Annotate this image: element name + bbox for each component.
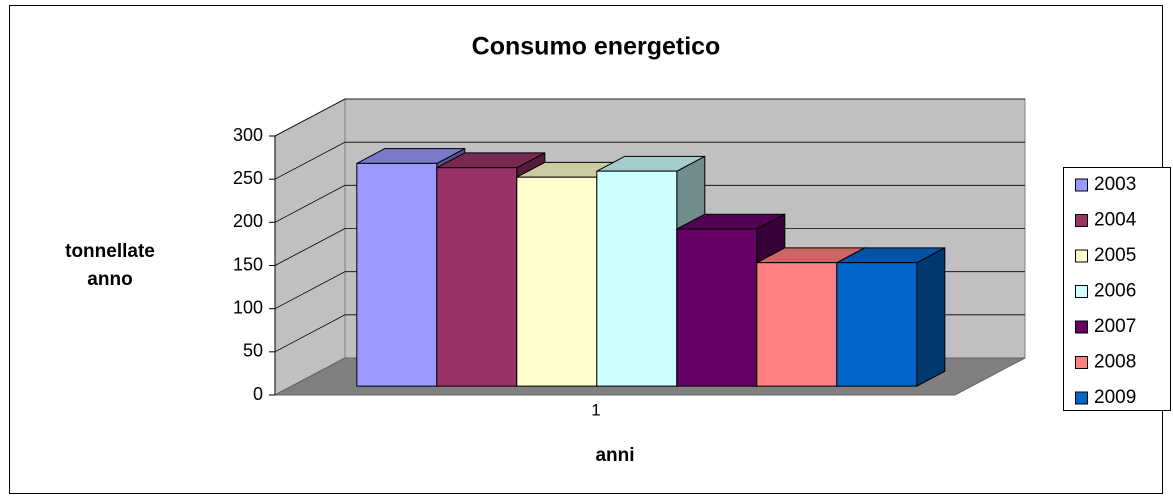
y-axis-label: tonnellate anno: [65, 241, 155, 290]
legend-label: 2003: [1094, 174, 1136, 195]
grid-line: [274, 98, 1025, 137]
legend-swatch: [1075, 320, 1088, 334]
y-tick-label: 150: [233, 254, 263, 274]
legend-label: 2008: [1094, 352, 1136, 373]
bar: [756, 262, 838, 387]
x-axis-label: anni: [595, 445, 634, 466]
y-tick-label: 100: [233, 297, 263, 317]
bar: [356, 162, 438, 387]
grid-line: [274, 184, 1025, 223]
bar: [516, 176, 598, 387]
legend-swatch: [1075, 356, 1088, 369]
bar-side: [916, 247, 946, 387]
legend-swatch: [1075, 285, 1088, 298]
grid-line: [274, 228, 1025, 266]
y-tick-label: 300: [233, 125, 263, 145]
legend-swatch: [1075, 214, 1088, 227]
bar: [596, 170, 678, 387]
y-tick-label: 250: [233, 168, 263, 188]
y-tick-label: 200: [233, 211, 263, 231]
legend-label: 2005: [1094, 245, 1136, 266]
legend-swatch: [1075, 391, 1088, 405]
legend-swatch: [1075, 178, 1088, 192]
bar: [436, 167, 518, 387]
bar: [836, 262, 918, 387]
legend-swatch: [1075, 249, 1088, 263]
legend-label: 2007: [1094, 316, 1136, 337]
y-tick-label: 50: [243, 341, 263, 361]
legend-label: 2006: [1094, 281, 1136, 302]
chart-title: Consumo energetico: [472, 33, 721, 61]
legend-label: 2004: [1094, 210, 1137, 231]
y-tick-label: 0: [253, 384, 263, 404]
x-tick-label: 1: [591, 400, 600, 419]
legend-label: 2009: [1094, 387, 1136, 408]
bar: [676, 228, 758, 387]
grid-line: [274, 141, 1025, 180]
